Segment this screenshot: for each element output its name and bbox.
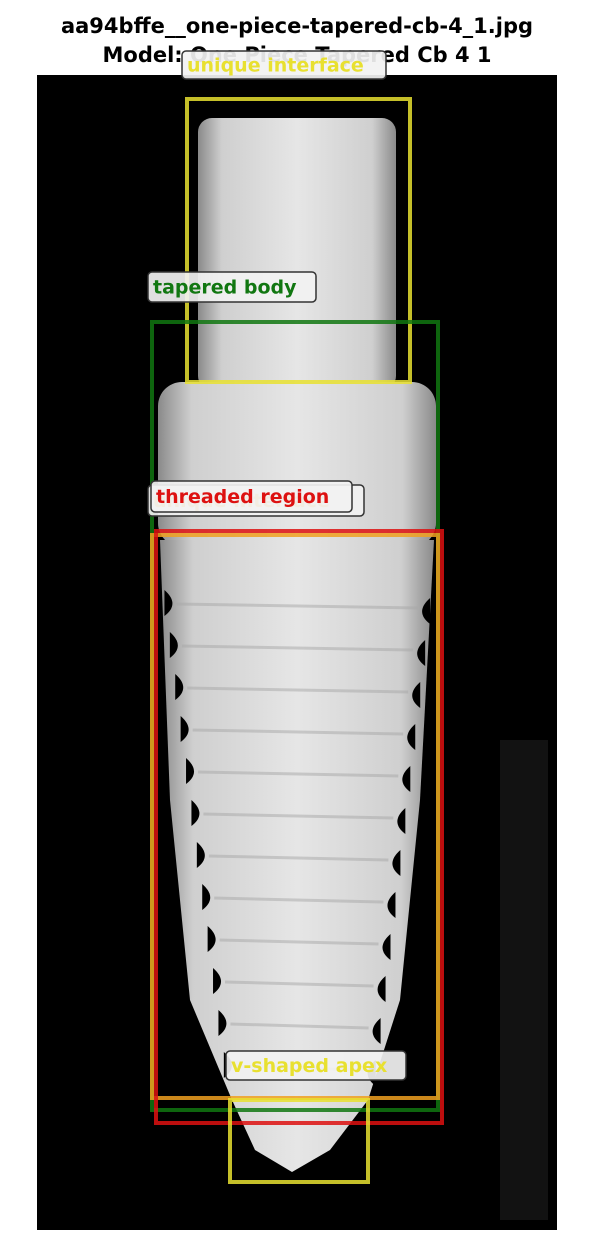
title: aa94bffe__one-piece-tapered-cb-4_1.jpg: [61, 14, 533, 38]
thread-line: [181, 644, 414, 652]
thread-groove: [180, 716, 189, 742]
annotation-label: v-shaped apex: [231, 1055, 387, 1077]
thread-line: [230, 1022, 369, 1030]
thread-groove: [412, 682, 421, 708]
thread-groove: [392, 850, 401, 876]
label-background: [181, 50, 387, 80]
thread-line: [208, 854, 389, 862]
image-artifact: [500, 740, 548, 1220]
label-background: [147, 271, 317, 303]
thread-groove: [186, 758, 195, 784]
thread-line: [176, 602, 419, 610]
bounding-box: [228, 1098, 370, 1184]
thread-line: [197, 770, 399, 778]
thread-groove: [417, 640, 426, 666]
thread-groove: [169, 632, 178, 658]
thread-line: [224, 980, 374, 988]
thread-groove: [407, 724, 416, 750]
thread-line: [214, 896, 384, 904]
thread-groove: [191, 800, 200, 826]
thread-groove: [372, 1018, 381, 1044]
thread-groove: [218, 1010, 227, 1036]
implant-body: [158, 382, 436, 547]
annotation-label: unique interface: [187, 55, 364, 77]
implant-threads: [160, 540, 434, 1172]
implant-collar: [198, 118, 396, 390]
thread-line: [203, 812, 394, 820]
thread-groove: [377, 976, 386, 1002]
thread-line: [192, 728, 404, 736]
thread-groove: [207, 926, 216, 952]
bounding-box: [185, 97, 412, 384]
thread-groove: [164, 590, 173, 616]
thread-groove: [422, 598, 431, 624]
thread-groove: [202, 884, 211, 910]
label-background: [150, 480, 353, 513]
thread-groove: [213, 968, 222, 994]
thread-groove: [175, 674, 184, 700]
thread-groove: [382, 934, 391, 960]
label-background: [225, 1050, 407, 1081]
thread-groove: [387, 892, 396, 918]
thread-line: [219, 938, 379, 946]
bounding-box: [154, 529, 444, 1125]
thread-grooves: [164, 590, 431, 1086]
annotation-label: threaded region: [156, 486, 329, 508]
thread-groove: [397, 808, 406, 834]
annotation-label: tapered body: [153, 277, 297, 299]
thread-groove: [402, 766, 411, 792]
thread-line: [187, 686, 409, 694]
thread-groove: [196, 842, 205, 868]
